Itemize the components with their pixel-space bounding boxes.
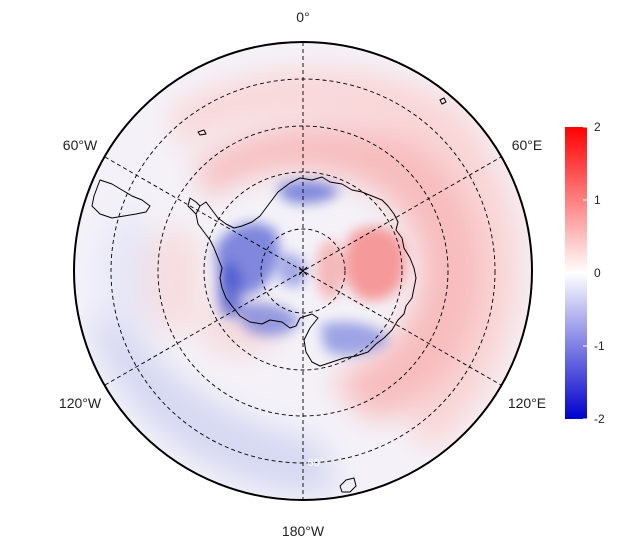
lat-label-inner: 60° [308,457,325,469]
colorbar-tick-label: 1 [594,193,601,207]
negative-centre [278,253,306,288]
south-america-tip [91,179,151,219]
colorbar-tick-label: 2 [594,120,601,134]
lon-label-upper-right: 60°E [512,137,543,153]
colorbar-ticks: 2 1 0 -1 -2 [583,120,605,426]
positive-anomaly-belt [195,125,488,420]
coastlines [91,97,447,493]
colorbar: 2 1 0 -1 -2 [565,120,605,426]
lon-label-bottom: 180°W [282,523,325,539]
south-pole-marker [298,266,308,276]
graticule [104,42,502,500]
positive-anomaly-outer [170,69,522,451]
negative-anomaly-pacific [90,310,340,494]
colorbar-tick-label: -1 [594,339,605,353]
colorbar-bar [565,127,587,419]
map-boundary [73,41,533,501]
colorbar-tick-label: 0 [594,266,601,280]
antarctica-coastline [195,176,417,367]
negative-ross-sector [238,303,300,336]
negative-weddell [278,180,340,204]
negative-anomaly-west [95,200,160,340]
lon-label-lower-left: 120°W [59,395,102,411]
colorbar-tick-label: -2 [594,412,605,426]
strong-positive-east-antarctica [345,226,406,301]
south-georgia-island [197,129,207,136]
kerguelen-island [439,97,447,105]
lon-label-upper-left: 60°W [63,137,98,153]
lon-label-top: 0° [296,9,309,25]
australia-edge [339,477,357,493]
antarctic-peninsula [187,197,201,215]
lon-label-lower-right: 120°E [508,395,546,411]
